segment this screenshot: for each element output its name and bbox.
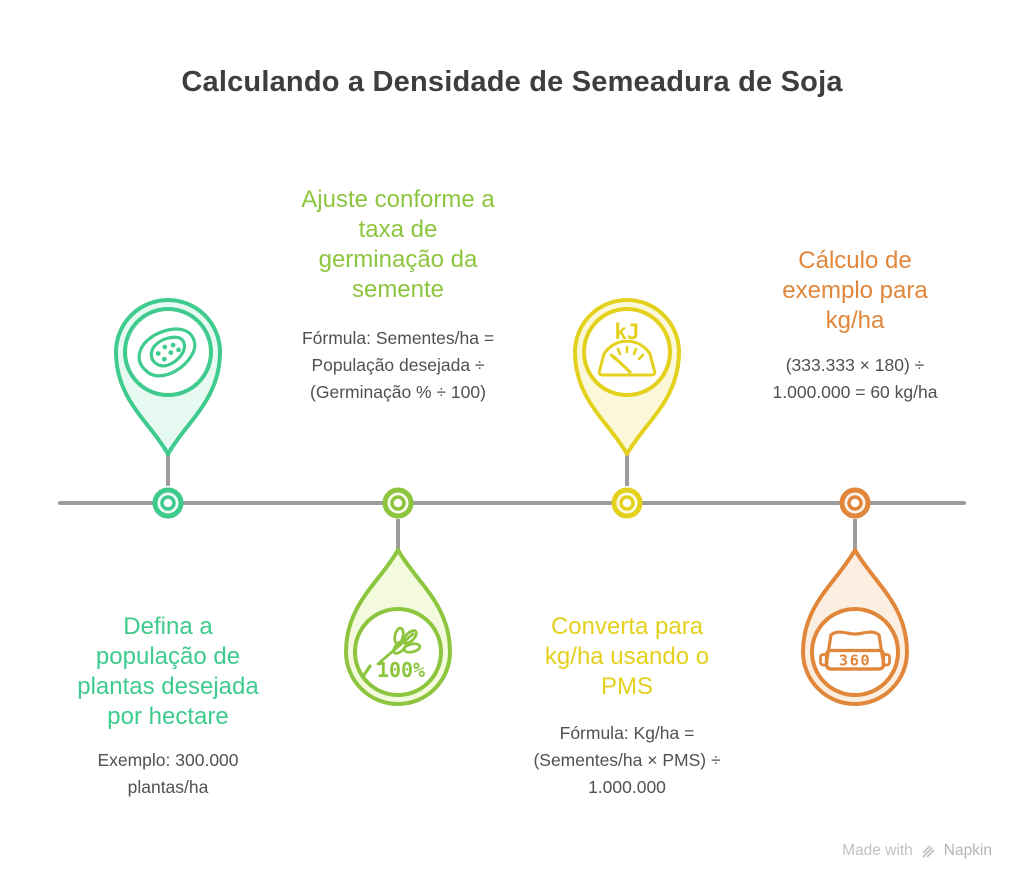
milestone-stem xyxy=(396,519,400,553)
timeline-node-ring xyxy=(839,487,871,519)
milestone-heading: Converta para kg/ha usando o PMS xyxy=(544,613,710,700)
timeline-node-ring xyxy=(382,487,414,519)
timeline-node-ring xyxy=(611,487,643,519)
timeline-node-ring xyxy=(152,487,184,519)
milestone-heading: Cálculo de exemplo para kg/ha xyxy=(782,247,928,334)
gauge-icon: kJ xyxy=(597,320,657,377)
milestone-stem xyxy=(625,450,629,486)
milestone-heading: Ajuste conforme a taxa de germinação da … xyxy=(301,186,495,303)
timeline-line xyxy=(58,501,966,505)
made-with-label: Made with xyxy=(842,842,913,859)
map-pin-gauge-icon: kJ xyxy=(573,298,681,456)
napkin-brand-label: Napkin xyxy=(943,842,992,859)
page-title: Calculando a Densidade de Semeadura de S… xyxy=(181,66,843,98)
map-pin-seed-bag-icon: 360 xyxy=(801,548,909,706)
made-with-napkin-watermark: Made with Napkin xyxy=(842,842,992,860)
milestone-stem xyxy=(853,519,857,553)
milestone-body: Fórmula: Kg/ha = (Sementes/ha × PMS) ÷ 1… xyxy=(533,723,721,797)
napkin-logo-icon xyxy=(922,845,935,857)
map-pin-seed-icon xyxy=(114,298,222,456)
milestone-stem xyxy=(166,450,170,486)
milestone-body: Exemplo: 300.000 plantas/ha xyxy=(97,750,239,797)
map-pin-wheat-icon: 100% xyxy=(344,548,452,706)
seed-icon xyxy=(137,327,197,378)
svg-text:100%: 100% xyxy=(377,658,425,682)
svg-text:360: 360 xyxy=(839,652,872,670)
milestone-heading: Defina a população de plantas desejada p… xyxy=(77,613,259,730)
milestone-body: (333.333 × 180) ÷ 1.000.000 = 60 kg/ha xyxy=(772,355,938,402)
seed-bag-icon: 360 xyxy=(819,630,891,671)
milestone-body: Fórmula: Sementes/ha = População desejad… xyxy=(301,328,495,402)
wheat-percent-icon: 100% xyxy=(362,626,425,682)
